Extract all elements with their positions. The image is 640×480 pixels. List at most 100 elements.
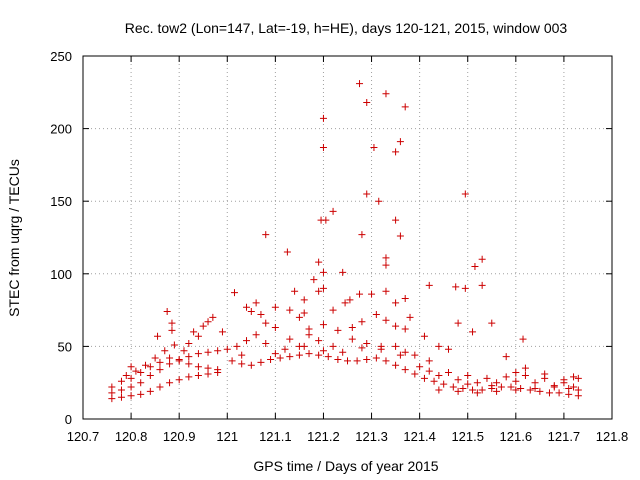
data-point — [230, 289, 238, 297]
data-point — [512, 386, 520, 394]
data-point — [341, 299, 349, 307]
data-point — [339, 348, 347, 356]
data-point — [305, 350, 313, 358]
data-point — [175, 376, 183, 384]
data-point — [401, 366, 409, 374]
data-point — [469, 386, 477, 394]
data-point — [392, 148, 400, 156]
data-point — [483, 374, 491, 382]
data-point — [420, 332, 428, 340]
data-point — [283, 248, 291, 256]
data-point — [271, 350, 279, 358]
data-point — [310, 276, 318, 284]
data-point — [541, 370, 549, 378]
data-point — [180, 347, 188, 355]
data-point — [185, 353, 193, 361]
x-tick-label: 121.8 — [596, 429, 629, 444]
data-point — [478, 386, 486, 394]
data-point — [281, 345, 289, 353]
data-point — [461, 190, 469, 198]
data-point — [194, 363, 202, 371]
data-point — [329, 207, 337, 215]
data-point — [502, 373, 510, 381]
data-point — [204, 348, 212, 356]
plot-area-border — [82, 55, 613, 420]
data-point — [161, 347, 169, 355]
grid-lines — [83, 56, 612, 419]
data-point — [108, 395, 116, 403]
data-point — [488, 382, 496, 390]
data-point — [396, 138, 404, 146]
data-point — [315, 258, 323, 266]
data-point — [108, 383, 116, 391]
data-point — [346, 296, 354, 304]
y-tick-label: 200 — [50, 122, 72, 137]
data-point — [305, 331, 313, 339]
data-point — [459, 385, 467, 393]
data-point — [392, 216, 400, 224]
data-point — [570, 373, 578, 381]
data-point — [382, 254, 390, 262]
data-point — [228, 357, 236, 365]
data-point — [444, 345, 452, 353]
data-point — [170, 341, 178, 349]
data-point — [117, 393, 125, 401]
y-tick-label: 150 — [50, 194, 72, 209]
data-point — [151, 354, 159, 362]
data-point — [411, 370, 419, 378]
data-point — [329, 342, 337, 350]
y-tick-label: 0 — [65, 412, 72, 427]
data-point — [247, 308, 255, 316]
data-point — [469, 328, 477, 336]
data-point — [122, 371, 130, 379]
x-tick-label: 121 — [216, 429, 238, 444]
data-point — [425, 281, 433, 289]
data-point — [416, 363, 424, 371]
data-point — [478, 255, 486, 263]
data-point — [565, 385, 573, 393]
data-point — [406, 313, 414, 321]
data-point — [209, 313, 217, 321]
data-point — [286, 306, 294, 314]
data-point — [291, 287, 299, 295]
x-tick-label: 121.7 — [548, 429, 581, 444]
data-point — [324, 353, 332, 361]
data-point — [204, 364, 212, 372]
data-point — [319, 268, 327, 276]
data-point — [454, 319, 462, 327]
data-point — [353, 357, 361, 365]
data-point — [127, 392, 135, 400]
data-point — [156, 366, 164, 374]
data-point — [401, 325, 409, 333]
data-point — [488, 319, 496, 327]
data-point — [493, 379, 501, 387]
data-point — [435, 386, 443, 394]
data-point — [545, 389, 553, 397]
data-point — [370, 143, 378, 151]
data-point — [233, 342, 241, 350]
data-point — [156, 358, 164, 366]
data-point — [127, 363, 135, 371]
data-point — [363, 339, 371, 347]
data-point — [392, 299, 400, 307]
data-point — [194, 371, 202, 379]
data-point — [339, 268, 347, 276]
data-point — [435, 342, 443, 350]
data-point — [166, 354, 174, 362]
data-point — [444, 369, 452, 377]
data-point — [420, 374, 428, 382]
data-point — [329, 306, 337, 314]
x-axis-title: GPS time / Days of year 2015 — [253, 458, 438, 474]
data-point — [430, 377, 438, 385]
data-point — [377, 342, 385, 350]
data-point — [344, 357, 351, 365]
data-point — [507, 383, 515, 391]
data-point — [425, 367, 433, 375]
data-point — [435, 371, 443, 379]
data-point — [473, 389, 481, 397]
data-point — [223, 345, 231, 353]
x-tick-label: 121.6 — [500, 429, 533, 444]
data-point — [348, 335, 356, 343]
data-point — [319, 347, 327, 355]
